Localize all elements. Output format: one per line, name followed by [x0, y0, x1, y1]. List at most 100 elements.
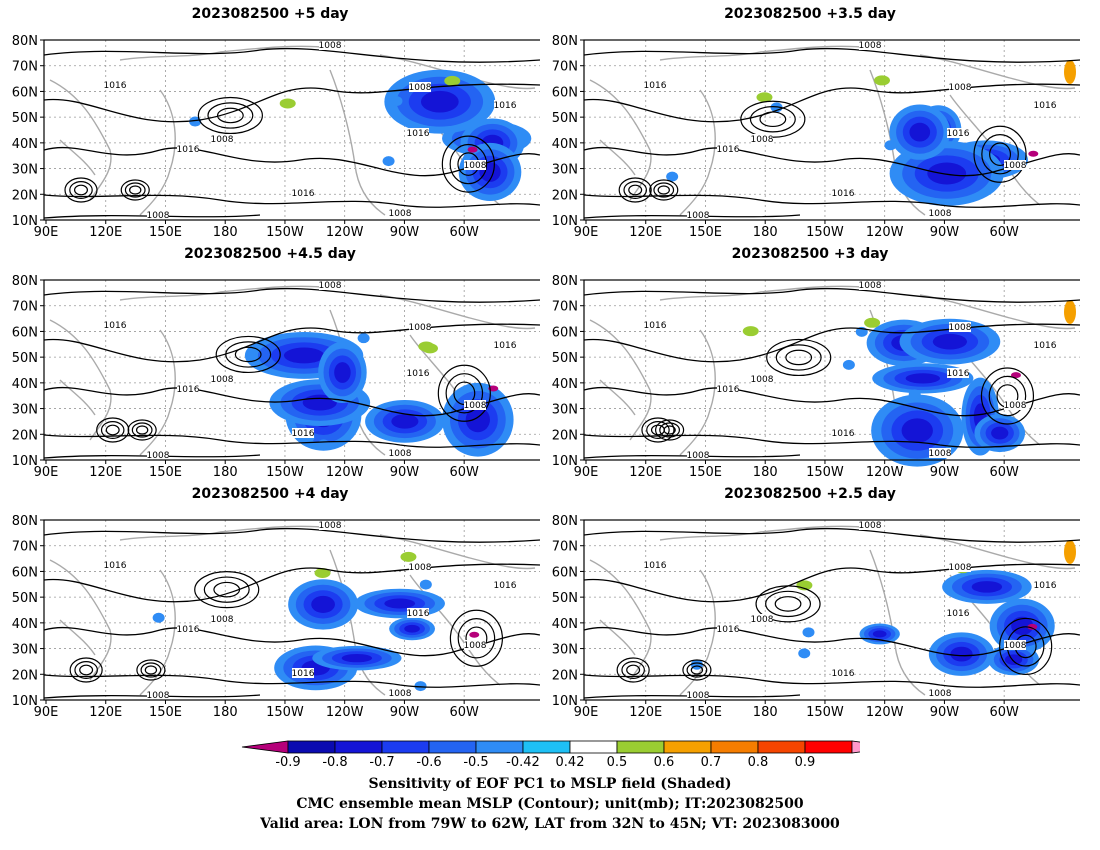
- contour-label-bg: [464, 400, 486, 410]
- sensitivity-shading: [991, 426, 1009, 440]
- contour-label: 1008: [211, 135, 234, 145]
- contour-label-bg: [177, 624, 199, 634]
- lat-tick-label: 40N: [12, 617, 38, 632]
- mslp-contour: [207, 102, 254, 129]
- lon-tick-label: 60W: [449, 465, 479, 480]
- contour-label-bg: [751, 614, 773, 624]
- colorbar-label: -0.6: [416, 755, 441, 770]
- mslp-contour: [194, 571, 260, 609]
- contour-label-bg: [947, 128, 969, 138]
- contour-label: 1008: [319, 521, 342, 531]
- lat-tick-label: 80N: [552, 34, 578, 49]
- lon-tick-label: 90W: [930, 465, 960, 480]
- coastline: [59, 139, 96, 176]
- contour-label: 1016: [292, 429, 315, 439]
- mslp-contour: [129, 185, 142, 195]
- coastline: [599, 619, 636, 656]
- colorbar-label: -0.42: [506, 755, 540, 770]
- colorbar-label: -0.9: [275, 755, 300, 770]
- mslp-contour: [657, 185, 670, 195]
- contour-label-bg: [859, 520, 881, 530]
- contour-label-bg: [464, 160, 486, 170]
- lat-tick-label: 20N: [552, 428, 578, 443]
- sensitivity-shading: [666, 171, 679, 182]
- contour-label-bg: [407, 128, 429, 138]
- sensitivity-shading: [404, 624, 420, 633]
- lat-tick-label: 50N: [552, 111, 578, 126]
- contour-label-bg: [929, 208, 951, 218]
- mslp-contour: [653, 182, 675, 198]
- coastline: [59, 379, 96, 416]
- panel-title: 2023082500 +5 day: [191, 6, 349, 22]
- lon-tick-label: 90E: [574, 465, 599, 480]
- sensitivity-shading: [382, 156, 395, 167]
- sensitivity-core: [1028, 150, 1039, 157]
- mslp-contour: [43, 674, 541, 688]
- lon-tick-label: 90E: [34, 705, 59, 720]
- lat-tick-label: 40N: [12, 137, 38, 152]
- colorbar-label: 0.5: [607, 755, 628, 770]
- mslp-contour: [213, 581, 241, 598]
- contour-label-bg: [644, 560, 666, 570]
- contour-label-bg: [832, 188, 854, 198]
- colorbar-extend-high: [851, 740, 899, 754]
- contour-label-bg: [104, 320, 126, 330]
- colorbar-label: -0.8: [322, 755, 347, 770]
- contour-label-bg: [319, 520, 341, 530]
- positive-shading: [400, 551, 417, 562]
- contour-label-bg: [947, 368, 969, 378]
- contour-label-bg: [1004, 400, 1026, 410]
- positive-shading: [314, 568, 331, 579]
- colorbar-label: 0.9: [795, 755, 816, 770]
- sensitivity-shading: [152, 612, 165, 623]
- lat-tick-label: 60N: [12, 85, 38, 100]
- mslp-contour: [755, 585, 821, 623]
- mslp-contour: [43, 47, 541, 63]
- sensitivity-shading: [391, 414, 419, 429]
- lon-tick-label: 150W: [266, 225, 304, 240]
- contour-label-bg: [292, 428, 314, 438]
- contour-label-bg: [211, 614, 233, 624]
- colorbar-segment: [522, 740, 571, 754]
- mslp-contour: [682, 659, 712, 681]
- contour-label: 1016: [494, 341, 517, 351]
- contour-label-bg: [751, 134, 773, 144]
- contour-label: 1016: [104, 321, 127, 331]
- lon-tick-label: 150E: [149, 705, 182, 720]
- lon-tick-label: 180: [753, 225, 778, 240]
- contour-label-bg: [949, 322, 971, 332]
- contour-label: 1016: [832, 429, 855, 439]
- lon-tick-label: 150W: [266, 705, 304, 720]
- colorbar-label: -0.5: [463, 755, 488, 770]
- mslp-contour: [626, 664, 641, 676]
- sensitivity-shading: [927, 162, 967, 185]
- coastline: [139, 89, 176, 216]
- contour-label: 1016: [717, 385, 740, 395]
- colorbar-segment: [287, 740, 336, 754]
- panel-title: 2023082500 +3.5 day: [724, 6, 896, 22]
- positive-shading: [742, 326, 759, 337]
- sensitivity-shading: [317, 439, 330, 450]
- contour-label: 1008: [687, 211, 710, 221]
- contour-label: 1008: [409, 323, 432, 333]
- lon-tick-label: 120E: [629, 465, 662, 480]
- panel-title: 2023082500 +3 day: [731, 246, 889, 262]
- contour-label-bg: [104, 560, 126, 570]
- contour-label: 1008: [389, 689, 412, 699]
- contour-label: 1008: [409, 83, 432, 93]
- coastline: [919, 294, 1076, 330]
- colorbar-segment: [569, 740, 618, 754]
- contour-label-bg: [859, 280, 881, 290]
- lat-tick-label: 60N: [12, 325, 38, 340]
- map-svg: 1008 1016 1016 1008 1008 1016 1016 1016 1008 1008…: [12, 274, 542, 480]
- contour-label: 1016: [644, 321, 667, 331]
- lat-tick-label: 60N: [12, 565, 38, 580]
- map-svg: 1008 1016 1016 1008 1008 1016 1016 1016 1008 1008…: [12, 514, 542, 720]
- map-svg: 1008 1016 1016 1008 1008 1016 1016 1016 1008 1008…: [12, 34, 542, 240]
- contour-label: 1016: [407, 609, 430, 619]
- coastline: [119, 525, 331, 541]
- contour-label: 1008: [929, 209, 952, 219]
- contour-label: 1016: [494, 101, 517, 111]
- contour-label: 1008: [949, 83, 972, 93]
- lat-tick-label: 60N: [552, 565, 578, 580]
